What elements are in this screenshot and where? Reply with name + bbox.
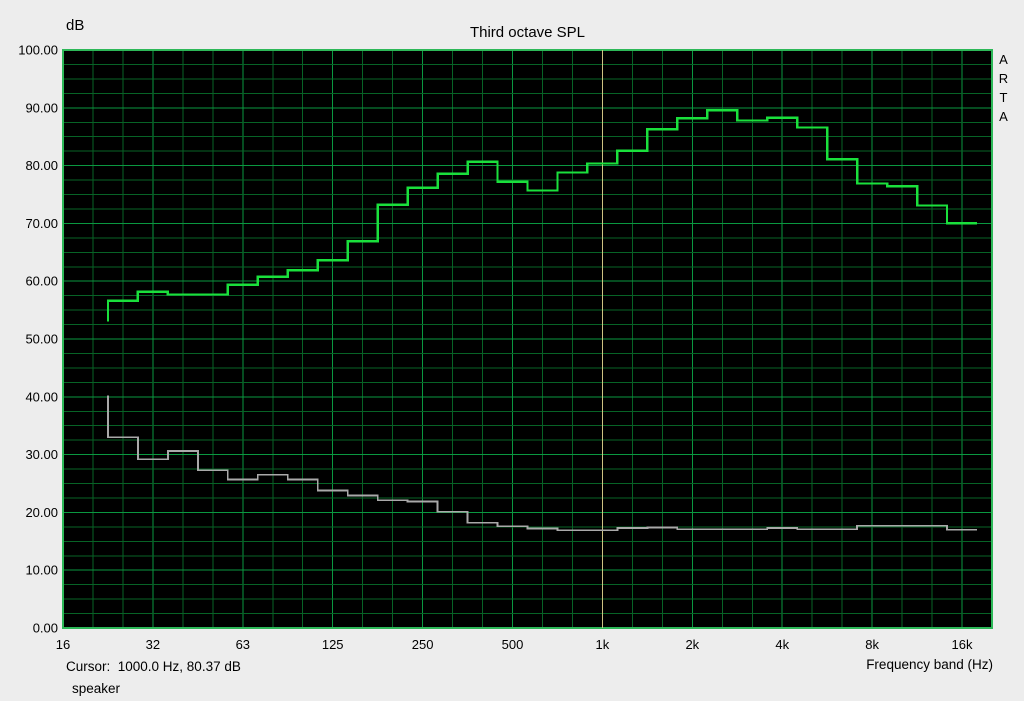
cursor-readout: Cursor: 1000.0 Hz, 80.37 dB xyxy=(66,659,241,674)
y-tick-label: 100.00 xyxy=(18,43,58,58)
y-tick-label: 50.00 xyxy=(25,332,58,347)
x-tick-label: 500 xyxy=(502,637,524,652)
x-tick-label: 32 xyxy=(146,637,160,652)
y-tick-label: 20.00 xyxy=(25,505,58,520)
x-tick-label: 8k xyxy=(865,637,879,652)
y-tick-label: 10.00 xyxy=(25,563,58,578)
series-name-label: speaker xyxy=(72,681,121,696)
y-tick-label: 30.00 xyxy=(25,447,58,462)
y-tick-label: 80.00 xyxy=(25,158,58,173)
y-tick-label: 60.00 xyxy=(25,274,58,289)
x-tick-label: 125 xyxy=(322,637,344,652)
x-tick-label: 63 xyxy=(236,637,250,652)
y-tick-label: 40.00 xyxy=(25,389,58,404)
y-tick-label: 70.00 xyxy=(25,216,58,231)
plot-border xyxy=(62,49,993,629)
series-curve-speaker xyxy=(106,108,977,322)
x-tick-label: 250 xyxy=(412,637,434,652)
x-tick-label: 16k xyxy=(952,637,973,652)
x-tick-label: 16 xyxy=(56,637,70,652)
series-curve-noise-floor xyxy=(107,395,977,532)
x-tick-label: 1k xyxy=(596,637,610,652)
x-axis-title: Frequency band (Hz) xyxy=(866,657,993,672)
y-axis-unit-label: dB xyxy=(66,17,85,34)
x-tick-label: 4k xyxy=(775,637,789,652)
chart-title: Third octave SPL xyxy=(469,24,586,41)
arta-watermark: ARTA xyxy=(996,52,1011,128)
x-tick-label: 2k xyxy=(685,637,699,652)
y-tick-label: 90.00 xyxy=(25,100,58,115)
y-tick-label: 0.00 xyxy=(33,621,58,636)
